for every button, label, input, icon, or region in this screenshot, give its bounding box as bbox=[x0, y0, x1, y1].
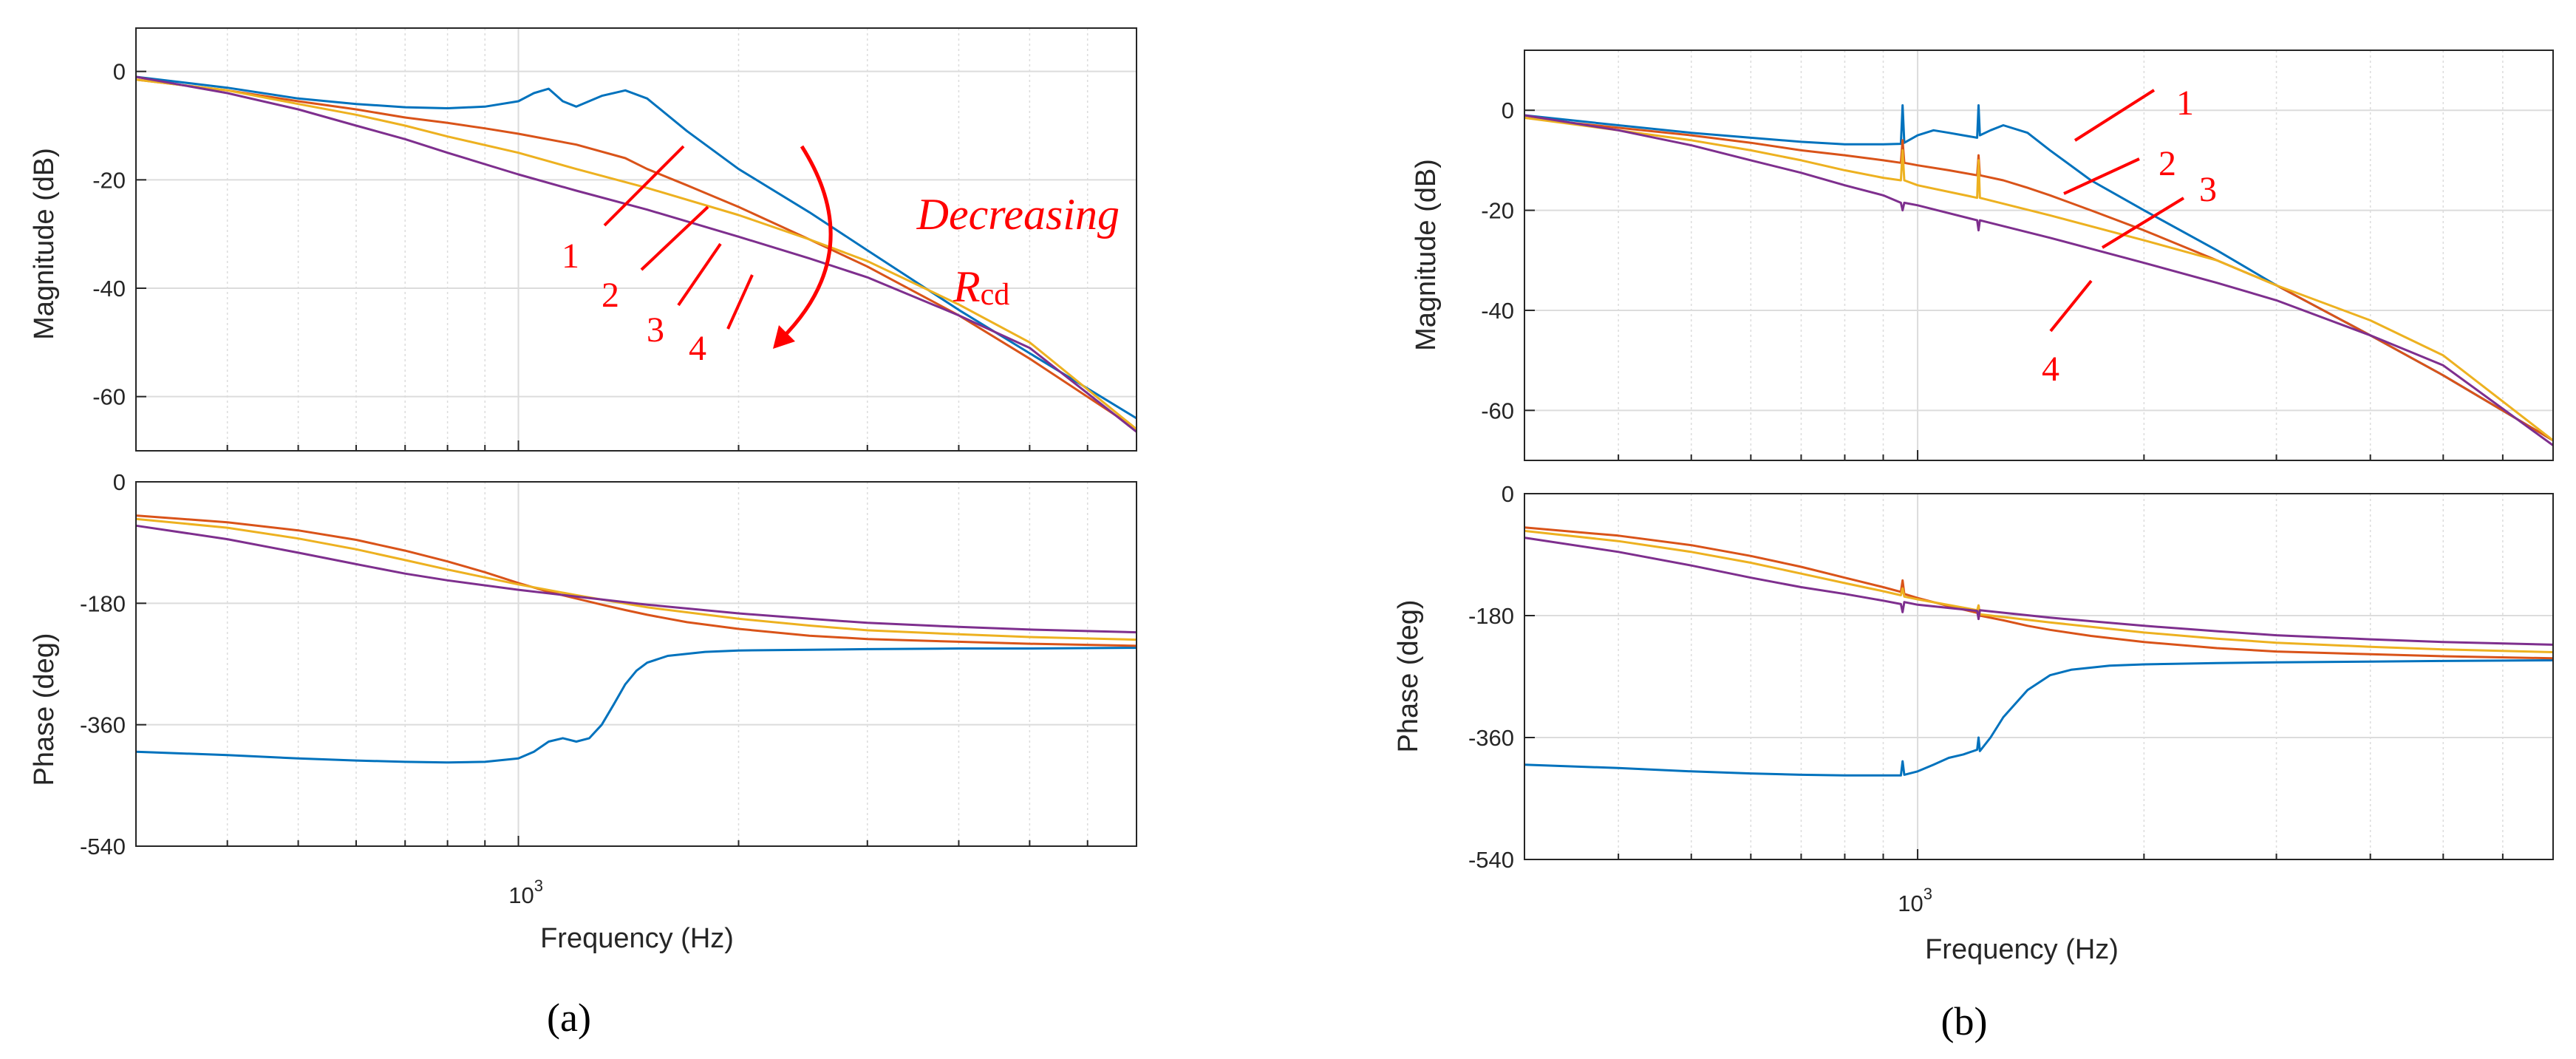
panel-a-phase-ticks: 0 -180 -360 -540 bbox=[80, 469, 1088, 859]
panel-b-leader-2 bbox=[2063, 157, 2140, 195]
b-phase-ytick-label: -180 bbox=[1468, 603, 1514, 629]
panel-a-phase-axes-frame bbox=[135, 481, 1137, 847]
panel-b-xtick-1000: 103 bbox=[1898, 885, 1932, 916]
panel-a-number-4: 4 bbox=[689, 329, 706, 368]
a-magnitude-series-3 bbox=[135, 78, 1137, 430]
panel-b-magnitude-axes-frame bbox=[1524, 50, 2554, 461]
b-phase-ytick-label: -360 bbox=[1468, 725, 1514, 751]
b-phase-ytick-label: 0 bbox=[1502, 481, 1514, 507]
panel-a-leader-1 bbox=[603, 145, 685, 227]
a-magnitude-series-1 bbox=[135, 75, 1137, 420]
panel-b-magnitude-grid bbox=[1524, 50, 2553, 460]
panel-a-number-3: 3 bbox=[647, 310, 664, 350]
b-magnitude-series-1 bbox=[1524, 104, 2554, 442]
panel-b-number-2: 2 bbox=[2158, 144, 2176, 183]
panel-a-number-2: 2 bbox=[602, 276, 619, 315]
b-magnitude-series-4 bbox=[1524, 114, 2554, 446]
panel-b-label: (b) bbox=[1941, 999, 1988, 1043]
panel-a-decreasing-arrow bbox=[780, 145, 833, 340]
panel-b-phase-plot: 0 -180 -360 -540 Phase (deg) bbox=[1393, 481, 2554, 873]
b-phase-series-4 bbox=[1524, 537, 2554, 646]
panel-b-annotations: 1 2 3 4 bbox=[2042, 84, 2217, 389]
a-magnitude-ytick-label: -40 bbox=[92, 276, 126, 302]
panel-b-magnitude-ticks: 0 -20 -40 -60 bbox=[1481, 98, 2504, 460]
panel-b-number-1: 1 bbox=[2176, 84, 2194, 123]
b-phase-ytick-label: -540 bbox=[1468, 847, 1514, 873]
panel-a-phase-plot: 0 -180 -360 -540 Phase (deg) bbox=[29, 469, 1137, 859]
a-phase-series-2 bbox=[135, 514, 1137, 647]
panel-a-annotations: 1 2 3 4 Decreasing Rcd bbox=[562, 145, 1120, 368]
a-phase-series-4 bbox=[135, 524, 1137, 634]
b-magnitude-series-3 bbox=[1524, 116, 2554, 442]
b-phase-series-1 bbox=[1524, 659, 2554, 777]
panel-a-phase-series bbox=[135, 514, 1137, 764]
a-magnitude-series-4 bbox=[135, 75, 1137, 433]
panel-a-leader-2 bbox=[640, 205, 709, 271]
panel-a-magnitude-series bbox=[135, 75, 1137, 433]
panel-a-label: (a) bbox=[547, 995, 591, 1040]
panel-a-xlabel: Frequency (Hz) bbox=[540, 923, 734, 954]
panel-b-phase-ylabel: Phase (deg) bbox=[1393, 599, 1424, 752]
a-magnitude-ytick-label: -20 bbox=[92, 167, 126, 193]
a-phase-series-3 bbox=[135, 517, 1137, 641]
panel-a: 0 -20 -40 -60 Magnitude (dB) 0 -180 -360 -540 … bbox=[29, 27, 1137, 1040]
a-phase-series-1 bbox=[135, 647, 1137, 764]
a-magnitude-ytick-label: 0 bbox=[113, 59, 126, 85]
b-magnitude-ytick-label: -20 bbox=[1481, 198, 1514, 224]
panel-a-leader-3 bbox=[677, 242, 722, 307]
a-phase-ytick-label: -180 bbox=[80, 590, 126, 616]
a-magnitude-series-2 bbox=[135, 78, 1137, 430]
panel-a-xtick-1000: 103 bbox=[508, 876, 543, 908]
a-phase-ytick-label: 0 bbox=[113, 469, 126, 495]
panel-a-rcd-label: Rcd bbox=[953, 262, 1009, 312]
panel-b: 0 -20 -40 -60 Magnitude (dB) 0 -180 -360 -540 … bbox=[1393, 50, 2554, 1043]
b-magnitude-ytick-label: -60 bbox=[1481, 398, 1514, 423]
a-phase-ytick-label: -540 bbox=[80, 834, 126, 859]
panel-a-number-1: 1 bbox=[562, 236, 579, 276]
panel-b-xlabel: Frequency (Hz) bbox=[1925, 934, 2119, 965]
b-magnitude-ytick-label: -40 bbox=[1481, 298, 1514, 324]
panel-a-phase-ylabel: Phase (deg) bbox=[29, 633, 60, 786]
panel-b-leader-4 bbox=[2049, 279, 2093, 333]
panel-b-number-3: 3 bbox=[2199, 170, 2217, 209]
panel-a-magnitude-plot: 0 -20 -40 -60 Magnitude (dB) bbox=[29, 27, 1137, 452]
b-magnitude-ytick-label: 0 bbox=[1502, 98, 1514, 123]
a-phase-ytick-label: -360 bbox=[80, 712, 126, 738]
panel-b-phase-axes-frame bbox=[1524, 493, 2554, 860]
panel-a-magnitude-ylabel: Magnitude (dB) bbox=[29, 148, 60, 340]
panel-a-leader-4 bbox=[726, 274, 754, 330]
panel-b-leader-3 bbox=[2101, 197, 2185, 249]
panel-a-magnitude-ticks: 0 -20 -40 -60 bbox=[92, 59, 1088, 451]
panel-b-phase-series bbox=[1524, 526, 2554, 777]
panel-b-magnitude-plot: 0 -20 -40 -60 Magnitude (dB) bbox=[1411, 50, 2554, 461]
panel-b-leader-1 bbox=[2074, 89, 2156, 142]
panel-b-number-4: 4 bbox=[2042, 350, 2059, 389]
b-phase-series-3 bbox=[1524, 529, 2554, 653]
panel-b-magnitude-ylabel: Magnitude (dB) bbox=[1411, 159, 1442, 351]
panel-a-decreasing-label: Decreasing bbox=[916, 190, 1120, 239]
panel-a-arrowhead bbox=[773, 325, 795, 349]
panel-a-magnitude-grid bbox=[136, 28, 1137, 451]
panel-b-magnitude-series bbox=[1524, 104, 2554, 446]
panel-a-magnitude-axes-frame bbox=[135, 27, 1137, 452]
a-magnitude-ytick-label: -60 bbox=[92, 384, 126, 410]
